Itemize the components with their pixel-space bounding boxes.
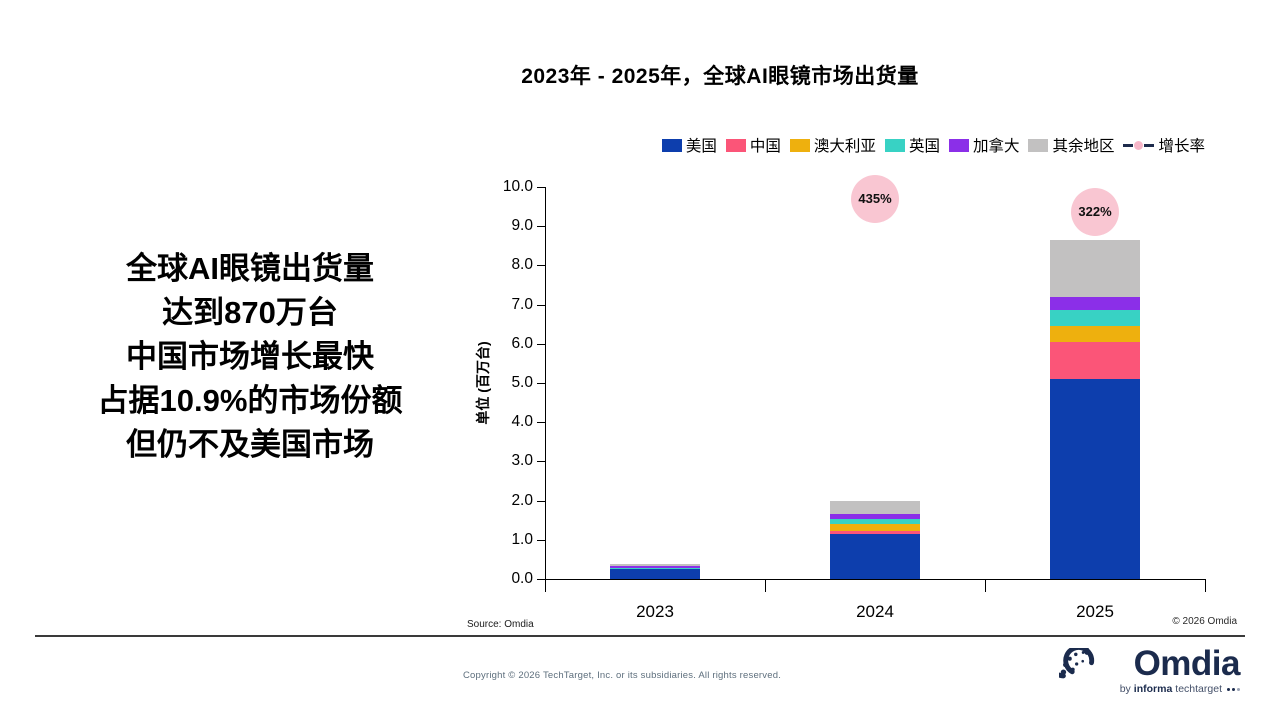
legend-item-canada: 加拿大	[948, 134, 1020, 156]
y-tick-mark	[537, 461, 545, 463]
legend-item-growth: 增长率	[1123, 134, 1205, 156]
omdia-logo-text: Omdia	[1133, 644, 1241, 683]
bar-2025-segment-australia	[1050, 326, 1140, 342]
y-tick-label: 7.0	[511, 295, 533, 313]
bar-2024-segment-rest	[830, 500, 920, 515]
y-tick-mark	[537, 383, 545, 384]
omdia-logo-subtext: by informa techtarget	[1120, 683, 1240, 695]
logo-sub-by: by	[1119, 683, 1131, 695]
y-tick-label: 0.0	[511, 570, 533, 587]
y-tick-label: 3.0	[511, 452, 533, 470]
legend-swatch-china	[725, 138, 746, 152]
y-tick-mark	[537, 500, 545, 502]
growth-dash-icon	[1144, 143, 1155, 147]
omdia-copyright: © 2026 Omdia	[1172, 616, 1237, 627]
legend-swatch-rest	[1028, 138, 1049, 152]
legend-swatch-australia	[789, 138, 810, 152]
y-axis-line	[545, 187, 546, 579]
legend-label-australia: 澳大利亚	[813, 138, 876, 155]
legend-swatch-uk	[884, 138, 905, 152]
legend-label-china: 中国	[749, 138, 781, 155]
y-axis-title: 单位 (百万台)	[475, 341, 491, 425]
x-tick-label-2023: 2023	[636, 602, 674, 621]
logo-sub-techtarget: techtarget	[1175, 683, 1222, 695]
growth-bubble-2024: 435%	[851, 175, 899, 223]
bar-2024-segment-canada	[830, 514, 920, 520]
legend-item-china: 中国	[725, 134, 781, 156]
legend-swatch-canada	[948, 138, 969, 152]
omdia-logo-wordmark: Omdia by informa techtarget	[1120, 644, 1241, 695]
x-tick-label-2025: 2025	[1076, 602, 1114, 621]
logo-sub-informa: informa	[1133, 683, 1173, 695]
legend-item-australia: 澳大利亚	[789, 134, 876, 156]
growth-line-icon	[1123, 140, 1155, 150]
growth-bubble-2025: 322%	[1071, 188, 1119, 236]
y-tick-label: 1.0	[511, 530, 533, 548]
headline-line: 但仍不及美国市场	[126, 427, 374, 462]
y-tick-label: 9.0	[511, 217, 533, 235]
divider-line	[35, 635, 1245, 637]
legend-label-uk: 英国	[908, 138, 940, 155]
legend-label-rest: 其余地区	[1052, 138, 1115, 155]
growth-dot-icon	[1134, 140, 1144, 150]
bar-2025-segment-china	[1050, 341, 1140, 380]
omdia-logo: Omdia by informa techtarget	[1040, 630, 1241, 705]
legend-label-canada: 加拿大	[972, 138, 1020, 155]
legend-item-rest: 其余地区	[1028, 134, 1114, 156]
legend-item-uk: 英国	[884, 134, 940, 156]
y-tick-label: 8.0	[511, 256, 533, 274]
bar-2025-segment-us	[1050, 379, 1140, 579]
growth-dash-icon	[1123, 143, 1134, 147]
headline-line: 占据10.9%的市场份额	[97, 383, 403, 418]
bar-2025-segment-rest	[1050, 239, 1140, 297]
bar-2024-segment-uk	[830, 519, 920, 525]
y-tick-mark	[537, 539, 545, 541]
y-tick-mark	[537, 343, 545, 345]
omdia-logo-icon	[1040, 630, 1111, 705]
bar-2023-segment-us	[610, 568, 700, 579]
x-tick-mark	[985, 579, 986, 592]
bar-2024-segment-australia	[830, 524, 920, 532]
headline-line: 达到870万台	[162, 295, 338, 330]
x-tick-label-2024: 2024	[856, 602, 894, 621]
legend-label-us: 美国	[685, 138, 717, 155]
bar-2025-segment-uk	[1050, 310, 1140, 327]
legend-label-growth: 增长率	[1158, 138, 1205, 155]
bar-2024-segment-china	[830, 531, 920, 534]
y-tick-label: 5.0	[511, 374, 533, 391]
bar-2023-segment-rest	[610, 564, 700, 567]
y-tick-label: 10.0	[502, 178, 533, 195]
x-tick-mark	[1205, 579, 1206, 592]
y-tick-mark	[537, 265, 545, 267]
headline-line: 中国市场增长最快	[126, 339, 374, 374]
y-tick-label: 6.0	[511, 334, 533, 352]
x-axis-line	[545, 579, 1205, 580]
techtarget-copyright: Copyright © 2026 TechTarget, Inc. or its…	[463, 670, 782, 681]
headline-text: 全球AI眼镜出货量 达到870万台 中国市场增长最快 占据10.9%的市场份额 …	[28, 247, 472, 467]
logo-dots-icon	[1227, 687, 1240, 691]
legend-swatch-us	[661, 138, 682, 152]
legend-item-us: 美国	[661, 134, 717, 156]
headline-line: 全球AI眼镜出货量	[126, 251, 374, 286]
y-tick-label: 4.0	[511, 413, 533, 431]
source-note: Source: Omdia	[467, 619, 534, 630]
bar-2024-segment-us	[830, 533, 920, 579]
bar-2023-segment-canada	[610, 566, 700, 568]
chart-title: 2023年 - 2025年，全球AI眼镜市场出货量	[521, 65, 919, 88]
chart-legend: 美国 中国 澳大利亚 英国 加拿大 其余地区 增长率	[661, 134, 1205, 156]
y-tick-mark	[537, 579, 545, 580]
x-tick-mark	[545, 579, 546, 592]
y-tick-mark	[537, 422, 545, 424]
y-tick-mark	[537, 304, 545, 306]
y-tick-mark	[537, 187, 545, 188]
x-tick-mark	[765, 579, 766, 592]
y-tick-mark	[537, 226, 545, 228]
y-tick-label: 2.0	[511, 491, 533, 509]
bar-2025-segment-canada	[1050, 296, 1140, 311]
